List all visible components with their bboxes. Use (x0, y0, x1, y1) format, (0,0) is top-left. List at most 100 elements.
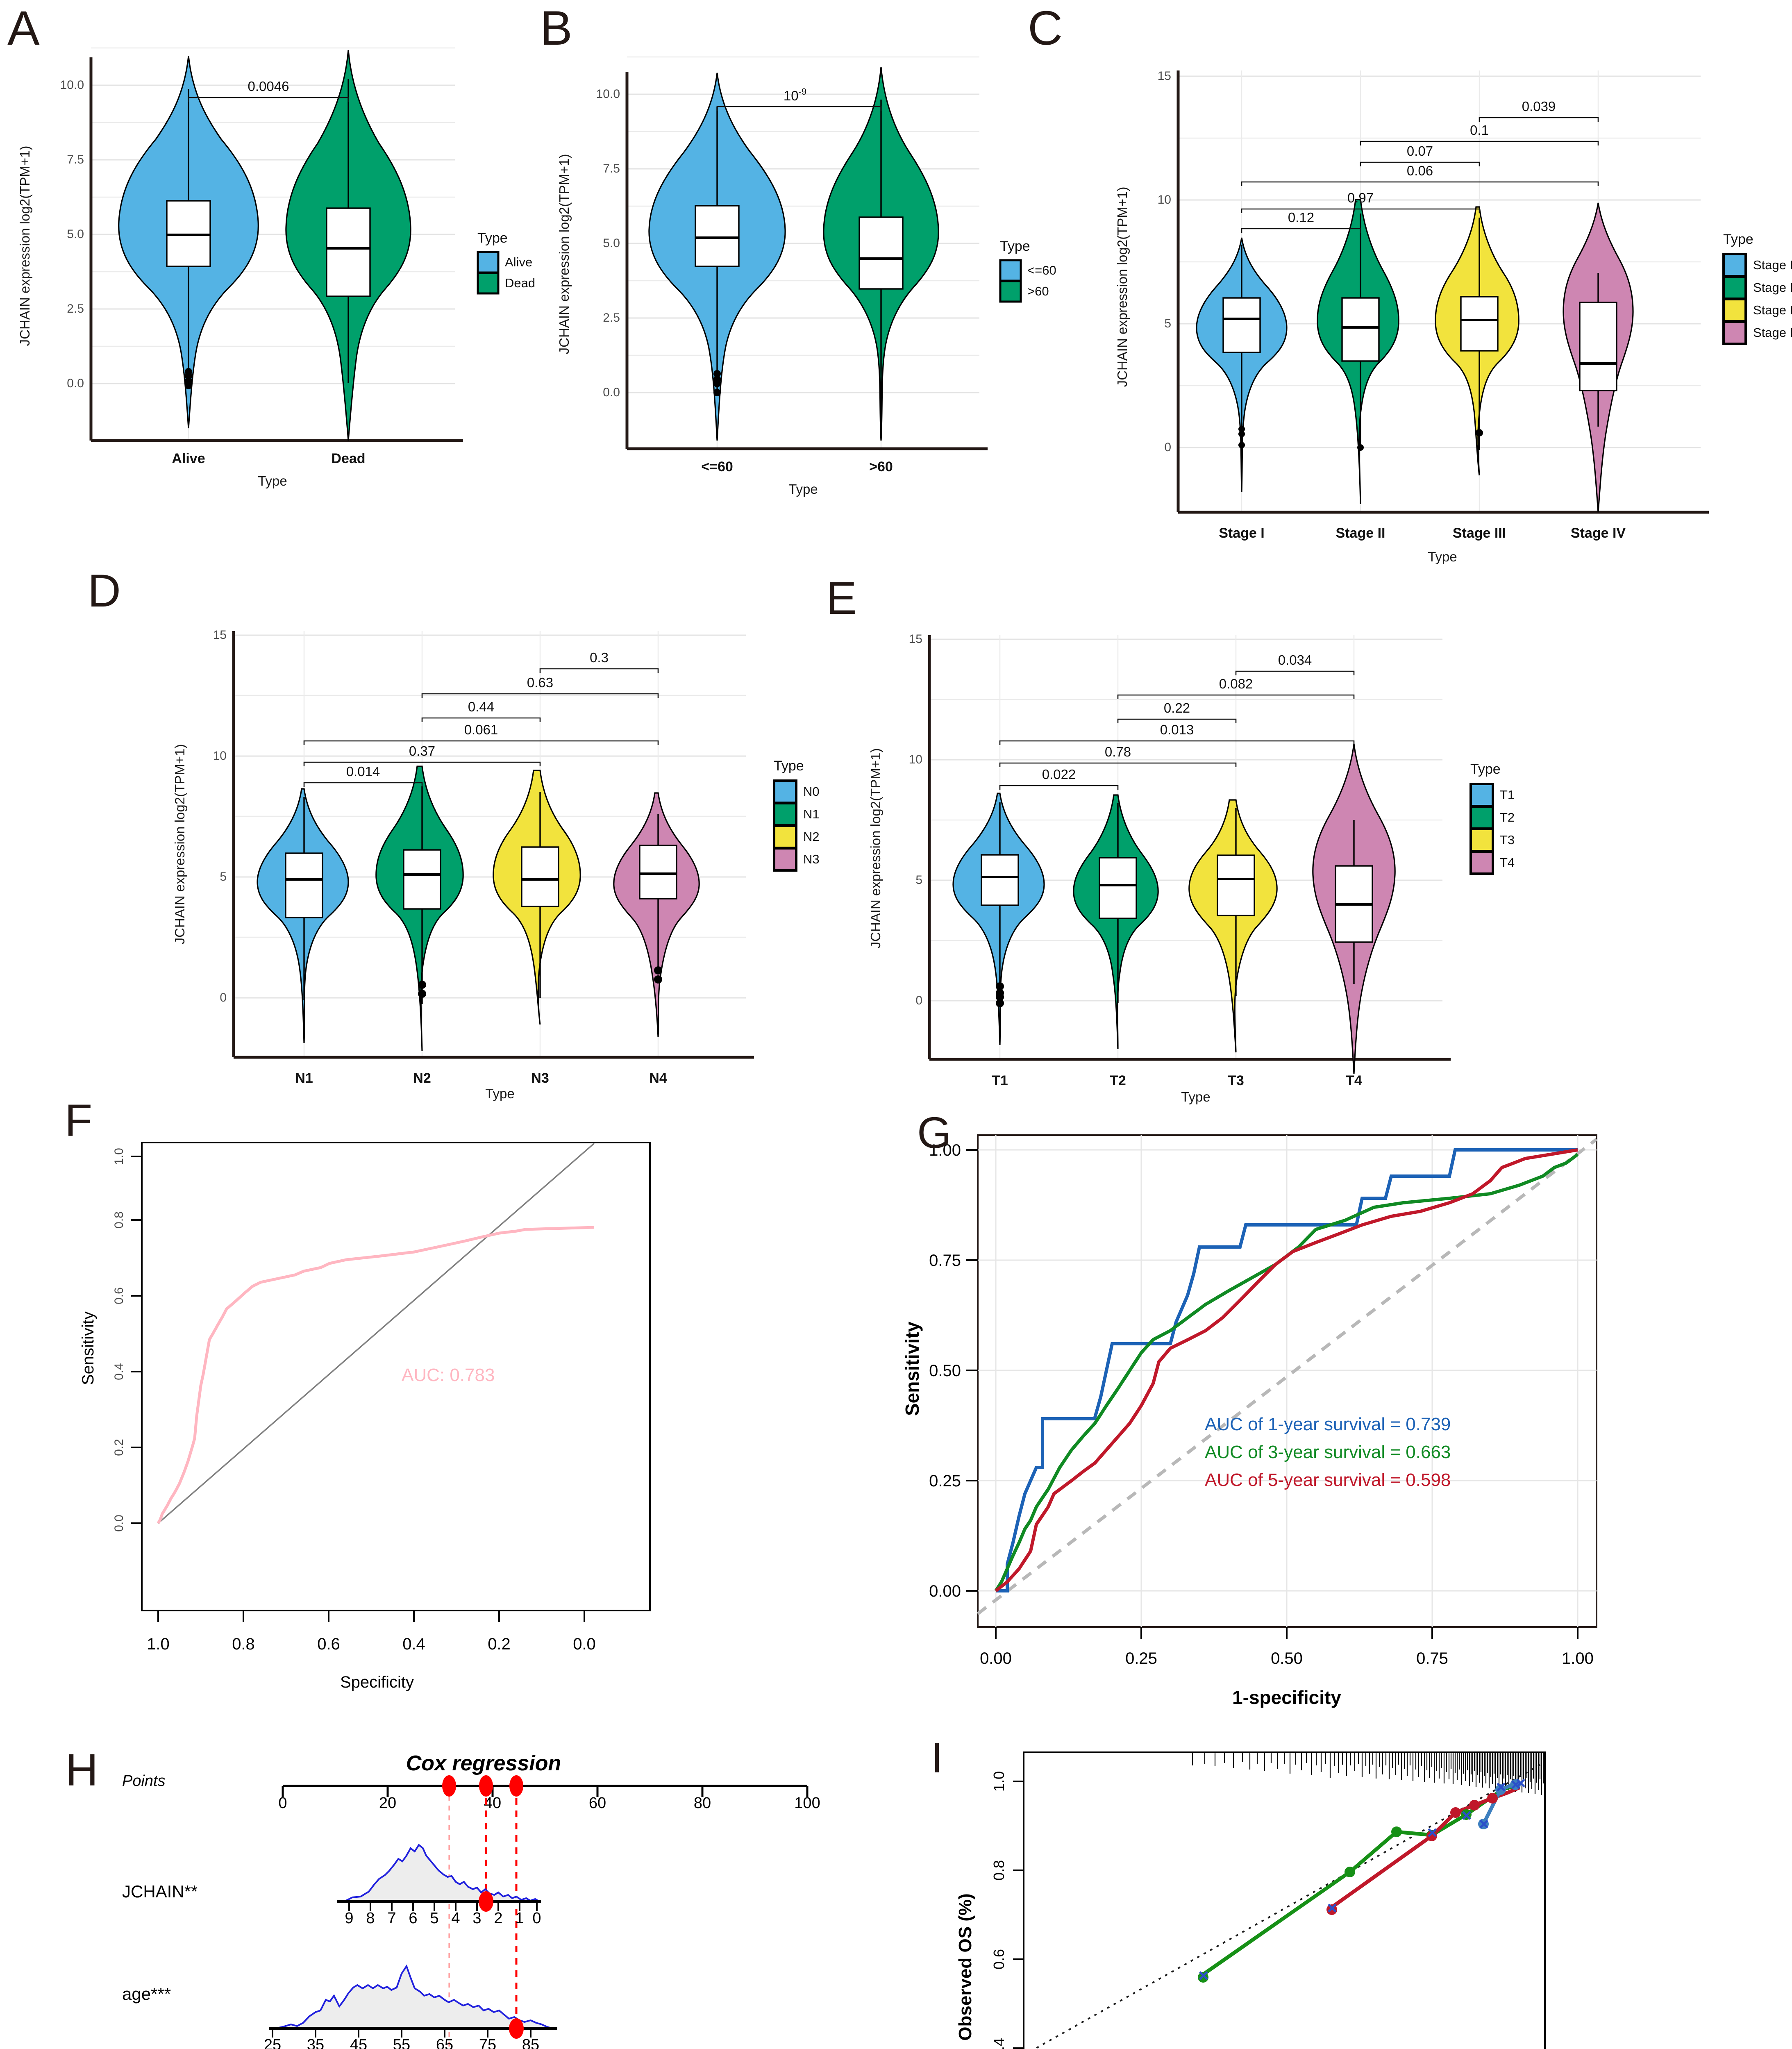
plot-frame-f (141, 1142, 651, 1611)
panel-b: B 0.0 2.5 5.0 7.5 10.0 JCHAIN expression… (492, 0, 1056, 553)
x-label-f: Specificity (340, 1673, 414, 1691)
y-axis-f: 0.0 0.2 0.4 0.6 0.8 1.0 Sensitivity (79, 1148, 142, 1532)
pvalue-d-1: 0.014 (346, 764, 380, 779)
legend-swatch-stage3 (1722, 298, 1747, 323)
y-axis-b: 0.0 2.5 5.0 7.5 10.0 JCHAIN expression l… (556, 87, 620, 399)
violin-t1 (952, 793, 1045, 1045)
tick-jchain-8: 1 (515, 1910, 524, 1927)
calibration-curve-5year (1202, 1783, 1520, 1976)
legend-a-item-1: Dead (505, 276, 535, 290)
svg-text:0: 0 (915, 994, 922, 1007)
sig-brackets-d: 0.014 0.37 0.061 0.44 0.63 0.3 (303, 650, 659, 787)
legend-e-title: Type (1470, 761, 1501, 777)
y-tick-i-4: 0.8 (990, 1860, 1007, 1881)
svg-text:0.8: 0.8 (112, 1211, 126, 1229)
pvalue-d-5: 0.63 (527, 675, 553, 690)
svg-text:5.0: 5.0 (67, 227, 84, 241)
svg-text:2.5: 2.5 (603, 311, 620, 325)
svg-text:JCHAIN expression log2(TPM+1): JCHAIN expression log2(TPM+1) (556, 154, 572, 354)
x-cat-n4: N4 (649, 1070, 667, 1086)
svg-text:10: 10 (1158, 193, 1171, 207)
x-axis-c: Stage I Stage II Stage III Stage IV Type (1219, 525, 1626, 564)
x-label-b: Type (788, 482, 818, 497)
legend-d-item-1: N1 (803, 807, 820, 821)
pvalue-e-1: 0.022 (1042, 767, 1076, 782)
panel-g: G 0.00 0.25 0.50 0.75 (902, 1098, 1792, 1725)
legend-swatch-dead (477, 272, 500, 295)
nomogram-row-jchain: JCHAIN** 9 8 7 6 5 4 3 2 1 0 (122, 1844, 543, 1927)
x-cat-stage2: Stage II (1336, 525, 1385, 541)
y-tick-g-3: 0.75 (929, 1252, 961, 1270)
svg-text:0.0: 0.0 (112, 1515, 126, 1532)
violin-n3 (493, 770, 581, 1025)
legend-e-item-0: T1 (1500, 788, 1515, 802)
sig-bracket-a: 0.0046 (188, 79, 349, 102)
svg-text:JCHAIN expression log2(TPM+1): JCHAIN expression log2(TPM+1) (1115, 187, 1130, 387)
svg-text:0: 0 (1164, 441, 1171, 454)
legend-a-title: Type (477, 230, 508, 246)
marker-jchain-value (479, 1891, 493, 1912)
pvalue-e-2: 0.78 (1105, 744, 1131, 759)
tick-jchain-4: 5 (430, 1910, 438, 1927)
legend-c-item-3: Stage IV (1753, 325, 1792, 340)
y-tick-i-2: 0.4 (990, 2038, 1007, 2049)
gridlines-g (978, 1135, 1597, 1627)
nomogram-title: Cox regression (406, 1751, 561, 1775)
x-tick-f-4: 0.2 (488, 1635, 511, 1653)
legend-b-title: Type (1000, 239, 1030, 254)
pvalue-d-3: 0.061 (464, 722, 498, 737)
diagonal-line-f (157, 1143, 595, 1524)
legend-swatch-stage2 (1722, 275, 1747, 300)
x-axis-g: 0.00 0.25 0.50 0.75 1.00 1-specificity (980, 1627, 1594, 1708)
x-cat-t1: T1 (992, 1073, 1008, 1088)
legend-c: Type Stage I Stage II Stage III Stage IV (1722, 232, 1792, 345)
legend-e-item-2: T3 (1500, 833, 1515, 847)
panel-c: C 0 5 10 15 JCHAIN expression log2(TPM+1… (1004, 0, 1792, 574)
x-tick-f-5: 0.0 (573, 1635, 596, 1653)
x-tick-g-0: 0.00 (980, 1649, 1012, 1667)
violin-t2 (1073, 794, 1159, 1049)
panel-a-chart: 0.0 2.5 5.0 7.5 10.0 JCHAIN expression l… (17, 47, 535, 488)
panel-f: F 0.0 0.2 0.4 0.6 0.8 1.0 Sensitivity (61, 1098, 922, 1725)
x-tick-g-2: 0.50 (1271, 1649, 1303, 1667)
x-cat-n3: N3 (531, 1070, 549, 1086)
violin-stage2 (1317, 199, 1399, 504)
panel-d: D 0 5 10 15 JCHAIN expression log2(TPM+1… (82, 566, 820, 1111)
x-cat-dead: Dead (331, 451, 365, 466)
pvalue-d-2: 0.37 (409, 743, 435, 759)
roc-curve-f (157, 1226, 595, 1524)
row-label-points: Points (122, 1772, 166, 1790)
violin-stage4 (1563, 202, 1634, 513)
y-tick-g-4: 1.00 (929, 1141, 961, 1159)
pvalue-c-5: 0.1 (1470, 123, 1489, 138)
legend-swatch-stage4 (1722, 320, 1747, 345)
svg-text:5: 5 (915, 873, 922, 887)
x-label-g: 1-specificity (1232, 1687, 1341, 1708)
calibration-points (1198, 1779, 1525, 1983)
panel-h: H Cox regression Points 0 20 40 60 80 10… (61, 1713, 840, 2049)
legend-a-item-0: Alive (505, 255, 532, 269)
panel-i-chart: 0.0 0.2 0.4 0.6 0.8 1.0 Observed OS (%) … (955, 1751, 1546, 2049)
y-axis-a: 0.0 2.5 5.0 7.5 10.0 JCHAIN expression l… (17, 78, 84, 390)
tick-jchain-2: 7 (387, 1910, 396, 1927)
y-axis-i: 0.0 0.2 0.4 0.6 0.8 1.0 Observed OS (%) (955, 1771, 1024, 2049)
legend-swatch-t1 (1469, 783, 1494, 807)
violin-n2 (375, 766, 464, 1052)
y-axis-c: 0 5 10 15 JCHAIN expression log2(TPM+1) (1115, 69, 1171, 454)
legend-b-item-0: <=60 (1027, 263, 1056, 277)
tick-points-1: 20 (379, 1795, 396, 1812)
violin-t3 (1188, 799, 1278, 1053)
auc-annotation-f: AUC: 0.783 (402, 1365, 495, 1385)
row-label-age: age*** (122, 1984, 171, 2004)
rug-plot-i (1192, 1752, 1544, 1795)
svg-text:JCHAIN expression log2(TPM+1): JCHAIN expression log2(TPM+1) (17, 146, 32, 346)
x-cat-le60: <=60 (701, 459, 733, 475)
pvalue-e-6: 0.034 (1278, 652, 1312, 668)
legend-swatch-t4 (1469, 850, 1494, 875)
panel-c-label: C (1028, 1, 1063, 55)
violin-n1 (257, 788, 349, 1043)
legend-d-item-2: N2 (803, 829, 820, 844)
x-tick-g-4: 1.00 (1562, 1649, 1594, 1667)
pvalue-c-3: 0.06 (1407, 163, 1433, 178)
auc-annotations-g: AUC of 1-year survival = 0.739 AUC of 3-… (1205, 1414, 1451, 1490)
